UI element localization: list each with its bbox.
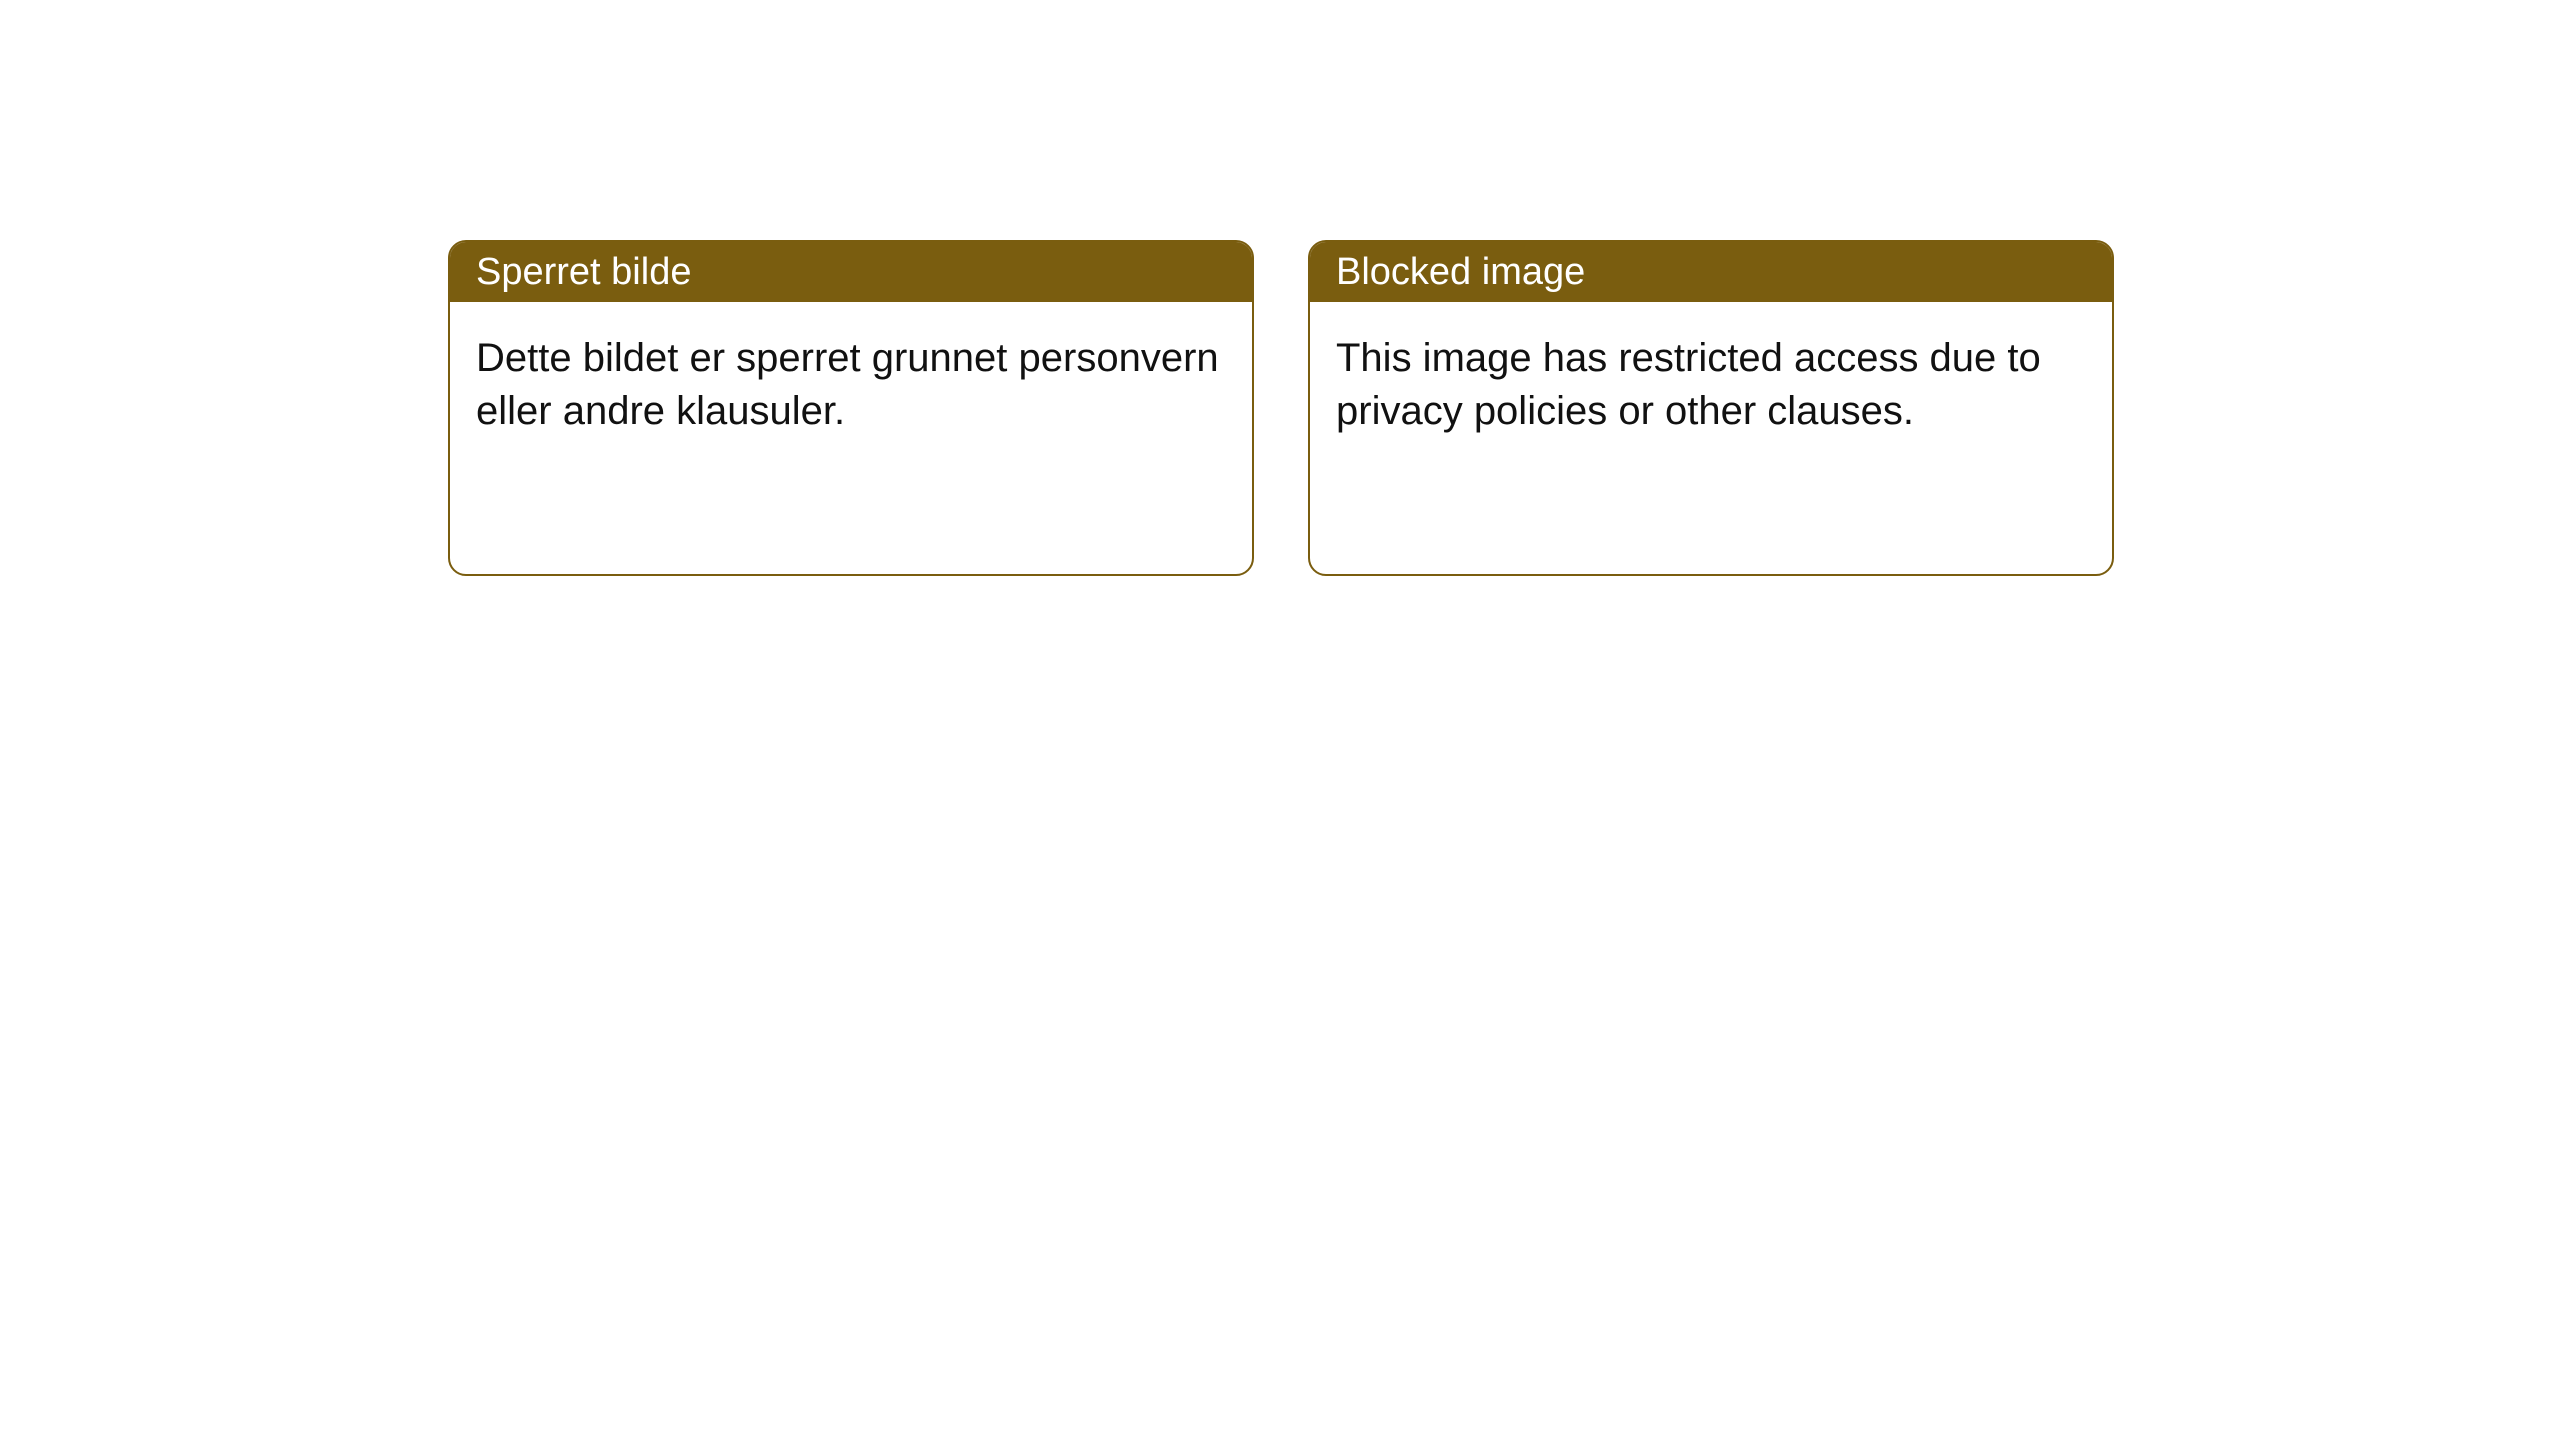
blocked-card-header: Sperret bilde bbox=[450, 242, 1252, 302]
blocked-image-cards: Sperret bilde Dette bildet er sperret gr… bbox=[448, 240, 2114, 576]
blocked-card-english: Blocked image This image has restricted … bbox=[1308, 240, 2114, 576]
blocked-card-body-text: Dette bildet er sperret grunnet personve… bbox=[476, 336, 1219, 433]
blocked-card-body: Dette bildet er sperret grunnet personve… bbox=[450, 302, 1252, 468]
blocked-card-title: Sperret bilde bbox=[476, 251, 691, 294]
blocked-card-norwegian: Sperret bilde Dette bildet er sperret gr… bbox=[448, 240, 1254, 576]
blocked-card-body-text: This image has restricted access due to … bbox=[1336, 336, 2041, 433]
blocked-card-body: This image has restricted access due to … bbox=[1310, 302, 2112, 468]
blocked-card-header: Blocked image bbox=[1310, 242, 2112, 302]
blocked-card-title: Blocked image bbox=[1336, 251, 1585, 294]
